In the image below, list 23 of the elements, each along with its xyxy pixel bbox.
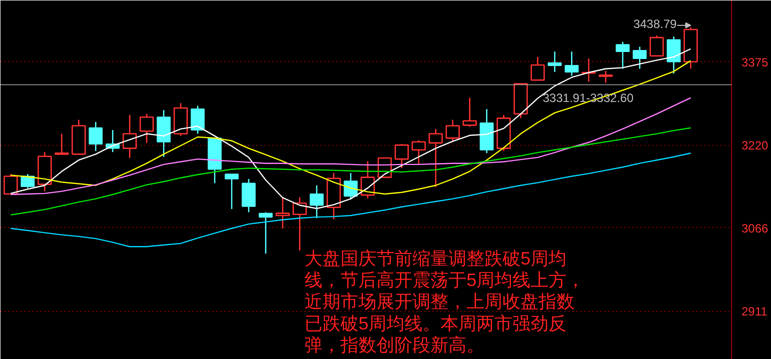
candlestick [88, 121, 103, 152]
candlestick [122, 114, 137, 159]
candlestick [428, 128, 443, 188]
candlestick [242, 178, 256, 213]
candlestick [156, 109, 171, 158]
candlestick [564, 50, 579, 76]
y-tick-label: 2911 [742, 304, 768, 319]
y-tick-label: 3066 [742, 221, 769, 236]
candlestick [326, 172, 341, 220]
y-tick-label: 3220 [742, 138, 769, 153]
annotation: 大盘国庆节前缩量调整跌破5周均线，节后高开震荡于5周均线上方，近期市场展开调整，上周收盘指数已跌破5周均线。本周两市强劲反弹，指数创阶段新高。 [304, 248, 585, 355]
candlestick [598, 70, 613, 84]
candlestick [38, 151, 52, 192]
candlestick [632, 46, 647, 70]
annotation: 3438.79 [633, 16, 678, 31]
line-series [10, 152, 692, 248]
y-tick-label: 3375 [742, 55, 769, 70]
candlestick [310, 184, 324, 219]
candlestick [258, 212, 273, 254]
candlestick [276, 196, 290, 230]
candlestick [292, 196, 307, 252]
candlestick [548, 50, 562, 73]
line-series [10, 127, 692, 216]
